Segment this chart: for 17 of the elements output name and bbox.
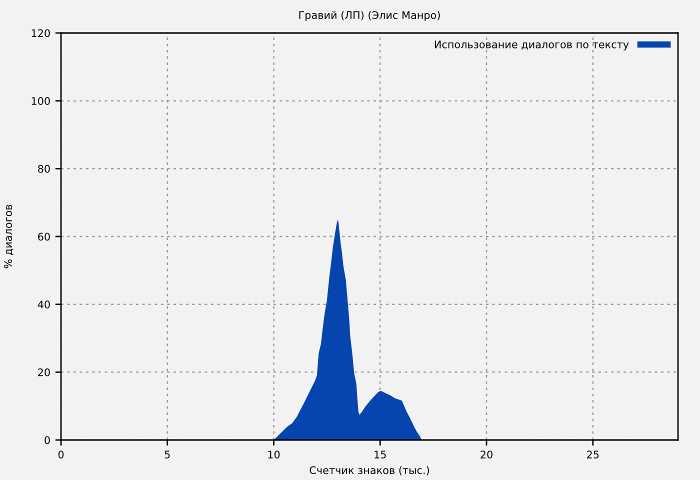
- chart-title: Гравий (ЛП) (Элис Манро): [299, 10, 440, 22]
- x-tick-label: 0: [58, 450, 64, 458]
- x-tick-label: 5: [164, 450, 170, 458]
- x-axis-title: Счетчик знаков (тыс.): [310, 466, 429, 476]
- y-tick-label: 80: [38, 164, 50, 173]
- x-tick-label: 10: [268, 450, 280, 458]
- x-tick-label: 20: [480, 450, 492, 458]
- x-tick-label: 15: [374, 450, 386, 458]
- y-tick-label: 60: [38, 232, 50, 241]
- y-tick-label: 20: [38, 368, 50, 376]
- y-axis-title: % диалогов: [4, 204, 14, 268]
- y-tick-label: 100: [32, 97, 50, 105]
- y-tick-label: 40: [38, 300, 50, 308]
- y-tick-label: 0: [44, 436, 50, 444]
- legend-label: Использование диалогов по тексту: [434, 40, 629, 50]
- y-tick-label: 120: [32, 29, 50, 38]
- x-tick-label: 25: [587, 450, 599, 458]
